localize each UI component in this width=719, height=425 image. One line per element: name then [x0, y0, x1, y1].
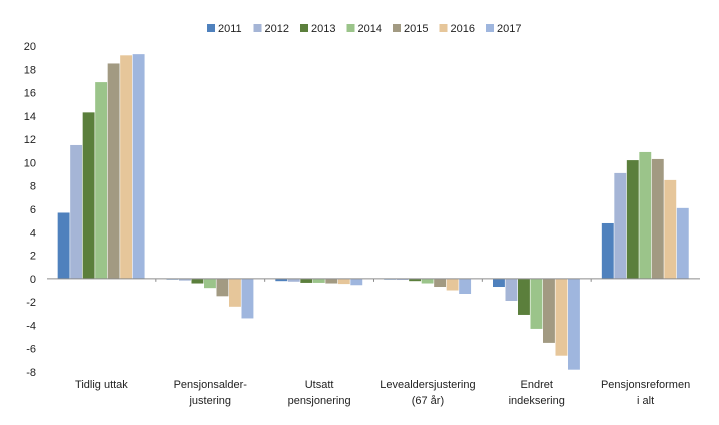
- legend-swatch: [346, 24, 355, 32]
- legend-label: 2013: [311, 23, 335, 35]
- bar-2017-5: [676, 207, 689, 279]
- bar-2014-4: [530, 278, 543, 329]
- bar-2015-5: [651, 158, 664, 279]
- plot-area: [57, 54, 689, 370]
- category-label: Tidlig uttak: [75, 379, 128, 391]
- legend-item-2014: 2014: [346, 23, 382, 35]
- legend-item-2016: 2016: [439, 23, 475, 35]
- bar-2017-1: [241, 278, 254, 319]
- y-tick-label: 10: [24, 157, 36, 169]
- bar-2016-5: [664, 179, 677, 279]
- bar-2012-1: [179, 278, 191, 281]
- bar-2015-1: [216, 278, 229, 297]
- category-label: indeksering: [509, 395, 565, 407]
- bar-2013-3: [409, 278, 422, 282]
- bar-2014-3: [421, 278, 434, 284]
- legend-swatch: [393, 24, 401, 32]
- bar-2012-2: [287, 278, 300, 282]
- category-label: Pensjonsalder-: [174, 379, 248, 391]
- category-label: Pensjonsreformen: [601, 379, 690, 391]
- bar-2016-2: [337, 278, 350, 285]
- y-tick-label: 0: [30, 274, 36, 286]
- legend-swatch: [207, 24, 215, 32]
- y-tick-label: -8: [26, 367, 36, 379]
- bar-2011-5: [601, 222, 614, 279]
- legend-swatch: [300, 24, 308, 32]
- y-tick-label: -2: [26, 297, 36, 309]
- bar-2011-2: [275, 278, 288, 282]
- bar-2011-4: [493, 278, 505, 288]
- bar-2014-5: [639, 151, 652, 279]
- bar-2015-4: [543, 278, 555, 343]
- category-label: Utsatt: [305, 379, 334, 391]
- y-tick-label: 2: [30, 251, 36, 263]
- bar-2014-1: [204, 278, 216, 289]
- y-tick-label: -4: [26, 320, 36, 332]
- category-label: pensjonering: [288, 395, 351, 407]
- legend-label: 2011: [218, 23, 242, 35]
- y-tick-label: -6: [26, 344, 36, 356]
- bar-2015-3: [434, 278, 447, 288]
- legend-label: 2015: [404, 23, 428, 35]
- category-label: Levealdersjustering: [380, 379, 475, 391]
- category-label: i alt: [637, 395, 654, 407]
- y-tick-label: 6: [30, 204, 36, 216]
- legend-label: 2012: [265, 23, 289, 35]
- bar-2011-0: [57, 212, 70, 279]
- category-label: Endret: [521, 379, 553, 391]
- bar-2012-3: [396, 278, 409, 281]
- bar-2015-2: [325, 278, 338, 284]
- legend-item-2011: 2011: [207, 23, 242, 35]
- bar-2016-1: [229, 278, 241, 307]
- legend-swatch: [253, 24, 262, 32]
- legend-item-2017: 2017: [486, 23, 521, 35]
- x-axis: [47, 278, 700, 282]
- bar-2013-4: [518, 278, 530, 315]
- bar-2014-2: [312, 278, 325, 283]
- bar-2017-3: [459, 278, 472, 294]
- bar-2012-0: [70, 144, 83, 279]
- y-tick-label: 8: [30, 181, 36, 193]
- bar-2013-5: [626, 160, 639, 279]
- legend-label: 2017: [497, 23, 521, 35]
- y-tick-label: 12: [24, 134, 36, 146]
- legend-swatch: [486, 24, 494, 32]
- y-tick-label: 14: [24, 111, 36, 123]
- legend-label: 2014: [358, 23, 382, 35]
- legend-item-2015: 2015: [393, 23, 428, 35]
- legend-label: 2016: [451, 23, 475, 35]
- bar-2013-0: [82, 112, 95, 279]
- bar-2016-0: [120, 55, 133, 279]
- legend: 2011 2012 2013 2014 2015 2016 2017: [207, 23, 521, 35]
- bar-2016-3: [446, 278, 459, 291]
- bar-2017-2: [350, 278, 363, 286]
- y-tick-label: 18: [24, 64, 36, 76]
- bar-2017-4: [568, 278, 580, 370]
- category-label: (67 år): [412, 395, 444, 407]
- bar-2017-0: [132, 54, 145, 279]
- legend-swatch: [439, 24, 448, 32]
- bar-2016-4: [555, 278, 568, 356]
- bar-2012-4: [505, 278, 518, 301]
- category-label: justering: [188, 395, 231, 407]
- bar-2015-0: [107, 63, 120, 279]
- bar-2014-0: [95, 82, 108, 279]
- bar-2013-1: [191, 278, 204, 284]
- y-tick-label: 16: [24, 88, 36, 100]
- bar-2013-2: [300, 278, 313, 283]
- x-axis-labels: Tidlig uttak Pensjonsalder-justering Utsat…: [75, 379, 690, 407]
- y-tick-label: 20: [24, 41, 36, 53]
- y-tick-label: 4: [30, 227, 36, 239]
- legend-item-2013: 2013: [300, 23, 335, 35]
- legend-item-2012: 2012: [253, 23, 289, 35]
- bar-2012-5: [614, 172, 627, 279]
